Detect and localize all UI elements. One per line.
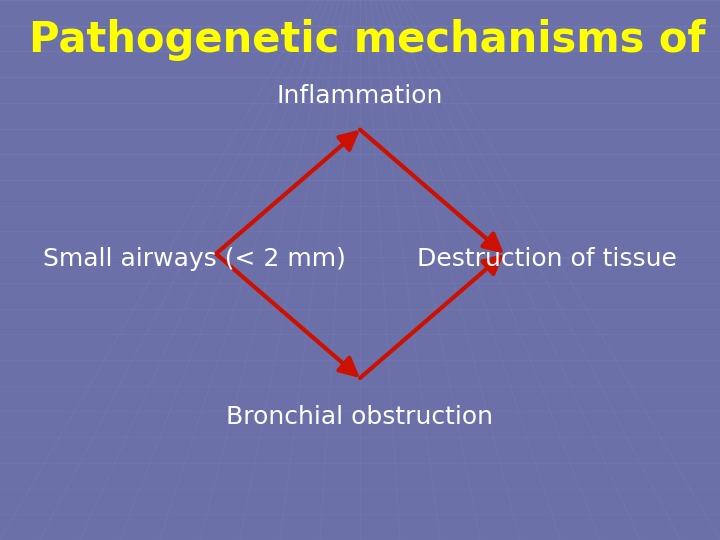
Text: Pathogenetic mechanisms of COPD: Pathogenetic mechanisms of COPD bbox=[29, 19, 720, 61]
Text: Bronchial obstruction: Bronchial obstruction bbox=[227, 405, 493, 429]
Text: Inflammation: Inflammation bbox=[276, 84, 444, 108]
Text: Small airways (< 2 mm): Small airways (< 2 mm) bbox=[43, 247, 346, 271]
Text: Destruction of tissue: Destruction of tissue bbox=[417, 247, 677, 271]
